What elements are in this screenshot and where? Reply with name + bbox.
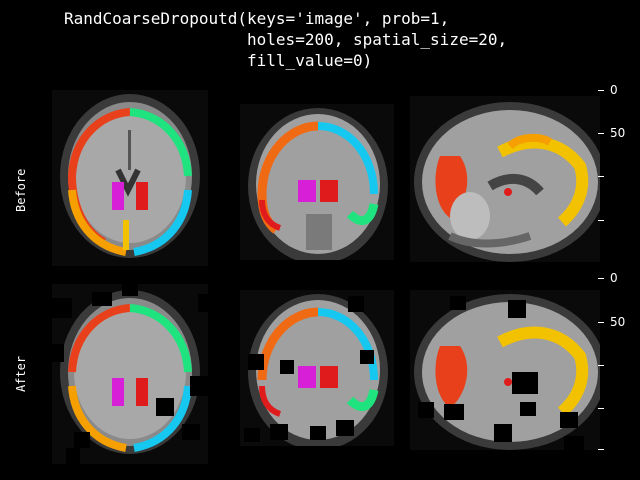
tick-label: 0 bbox=[610, 83, 618, 97]
tick-mark bbox=[598, 408, 604, 409]
tick-mark bbox=[598, 322, 604, 323]
tick-label: 50 bbox=[610, 126, 626, 140]
y-axis-bottom: 0 50 bbox=[598, 271, 640, 450]
axial-before-image bbox=[52, 90, 208, 266]
y-axis-top: 0 50 bbox=[598, 83, 640, 260]
tick-mark bbox=[598, 133, 604, 134]
axial-after-image bbox=[52, 284, 208, 464]
coronal-after-image bbox=[240, 290, 394, 446]
sagittal-after-image bbox=[410, 290, 600, 450]
row-label-before: Before bbox=[14, 168, 28, 212]
tick-mark bbox=[598, 278, 604, 279]
tick-mark bbox=[598, 176, 604, 177]
tick-mark bbox=[598, 365, 604, 366]
figure-title: RandCoarseDropoutd(keys='image', prob=1,… bbox=[64, 9, 508, 70]
tick-mark bbox=[598, 449, 604, 450]
tick-mark bbox=[598, 90, 604, 91]
coronal-before-image bbox=[240, 104, 394, 260]
tick-label: 0 bbox=[610, 271, 618, 285]
sagittal-before-image bbox=[410, 96, 600, 262]
tick-mark bbox=[598, 220, 604, 221]
row-label-after: After bbox=[14, 355, 28, 392]
tick-label: 50 bbox=[610, 315, 626, 329]
